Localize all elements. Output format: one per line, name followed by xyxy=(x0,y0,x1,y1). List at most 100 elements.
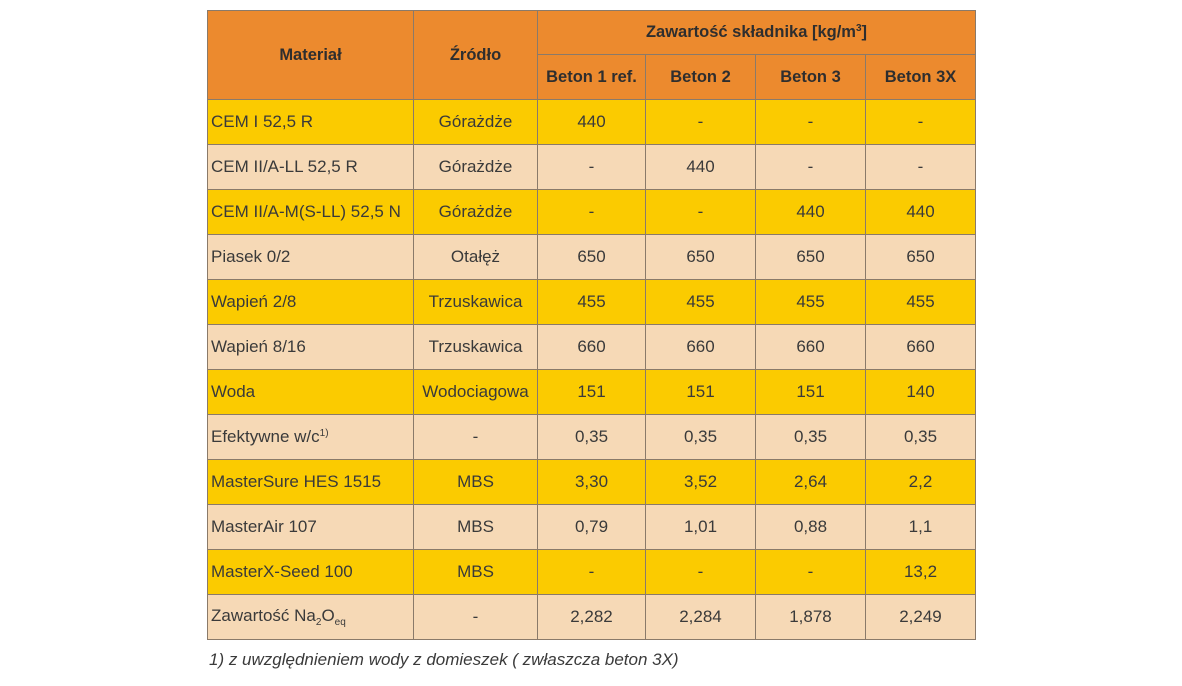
table-row: MasterSure HES 1515 MBS 3,30 3,52 2,64 2… xyxy=(207,459,976,505)
value-cell: 660 xyxy=(537,324,646,370)
source-cell: Górażdże xyxy=(413,144,538,190)
table-row: Wapień 2/8 Trzuskawica 455 455 455 455 xyxy=(207,279,976,325)
header-beton-3: Beton 3 xyxy=(755,54,866,100)
source-cell: MBS xyxy=(413,504,538,550)
table-row: Efektywne w/c1) - 0,35 0,35 0,35 0,35 xyxy=(207,414,976,460)
material-cell: CEM II/A-M(S-LL) 52,5 N xyxy=(207,189,414,235)
value-cell: 2,64 xyxy=(755,459,866,505)
material-cell: MasterAir 107 xyxy=(207,504,414,550)
value-cell: - xyxy=(537,549,646,595)
materials-table: Materiał Źródło Zawartość składnika [kg/… xyxy=(207,10,976,640)
value-cell: 455 xyxy=(865,279,976,325)
value-cell: 455 xyxy=(645,279,756,325)
value-cell: 13,2 xyxy=(865,549,976,595)
value-cell: 140 xyxy=(865,369,976,415)
value-cell: 2,249 xyxy=(865,594,976,640)
material-cell: CEM II/A-LL 52,5 R xyxy=(207,144,414,190)
table-row: CEM II/A-M(S-LL) 52,5 N Górażdże - - 440… xyxy=(207,189,976,235)
source-cell: Trzuskawica xyxy=(413,279,538,325)
header-beton-3x: Beton 3X xyxy=(865,54,976,100)
value-cell: 455 xyxy=(537,279,646,325)
table-row: Zawartość Na2Oeq - 2,282 2,284 1,878 2,2… xyxy=(207,594,976,640)
value-cell: - xyxy=(755,549,866,595)
header-group-superscript: 3 xyxy=(855,23,862,34)
value-cell: 2,284 xyxy=(645,594,756,640)
header-source: Źródło xyxy=(413,10,538,100)
value-cell: 2,2 xyxy=(865,459,976,505)
value-cell: 151 xyxy=(755,369,866,415)
material-cell: Zawartość Na2Oeq xyxy=(207,594,414,640)
value-cell: 0,35 xyxy=(645,414,756,460)
source-cell: - xyxy=(413,414,538,460)
value-cell: 1,878 xyxy=(755,594,866,640)
material-cell: Wapień 8/16 xyxy=(207,324,414,370)
value-cell: 650 xyxy=(755,234,866,280)
value-cell: 151 xyxy=(645,369,756,415)
table-row: MasterAir 107 MBS 0,79 1,01 0,88 1,1 xyxy=(207,504,976,550)
value-cell: 440 xyxy=(755,189,866,235)
header-row-columns: Beton 1 ref. Beton 2 Beton 3 Beton 3X xyxy=(208,54,976,100)
value-cell: 455 xyxy=(755,279,866,325)
value-cell: - xyxy=(645,99,756,145)
value-cell: - xyxy=(645,549,756,595)
source-cell: - xyxy=(413,594,538,640)
subscript-2: 2 xyxy=(315,617,322,628)
material-cell: Piasek 0/2 xyxy=(207,234,414,280)
value-cell: 650 xyxy=(645,234,756,280)
value-cell: 151 xyxy=(537,369,646,415)
table-row: Piasek 0/2 Otałęż 650 650 650 650 xyxy=(207,234,976,280)
source-cell: Trzuskawica xyxy=(413,324,538,370)
value-cell: 440 xyxy=(537,99,646,145)
header-component-content: Zawartość składnika [kg/m3] xyxy=(537,10,976,55)
table-footnote: 1) z uwzględnieniem wody z domieszek ( z… xyxy=(209,650,679,669)
table-row: CEM I 52,5 R Górażdże 440 - - - xyxy=(207,99,976,145)
source-cell: MBS xyxy=(413,549,538,595)
value-cell: 0,88 xyxy=(755,504,866,550)
table-row: MasterX-Seed 100 MBS - - - 13,2 xyxy=(207,549,976,595)
table-row: Woda Wodociagowa 151 151 151 140 xyxy=(207,369,976,415)
value-cell: 660 xyxy=(645,324,756,370)
value-cell: 1,1 xyxy=(865,504,976,550)
footnote-marker: 1) xyxy=(319,428,329,439)
value-cell: 2,282 xyxy=(537,594,646,640)
value-cell: - xyxy=(755,99,866,145)
value-cell: 0,35 xyxy=(755,414,866,460)
value-cell: - xyxy=(865,99,976,145)
value-cell: 440 xyxy=(645,144,756,190)
value-cell: 0,35 xyxy=(865,414,976,460)
source-cell: Górażdże xyxy=(413,189,538,235)
source-cell: Wodociagowa xyxy=(413,369,538,415)
value-cell: 3,52 xyxy=(645,459,756,505)
header-beton-1-ref: Beton 1 ref. xyxy=(537,54,646,100)
header-beton-2: Beton 2 xyxy=(645,54,756,100)
header-material: Materiał xyxy=(207,10,414,100)
table-row: CEM II/A-LL 52,5 R Górażdże - 440 - - xyxy=(207,144,976,190)
material-cell: CEM I 52,5 R xyxy=(207,99,414,145)
value-cell: 0,35 xyxy=(537,414,646,460)
value-cell: - xyxy=(865,144,976,190)
material-text: Zawartość Na xyxy=(211,606,316,625)
material-text-mid: O xyxy=(321,606,335,625)
subscript-eq: eq xyxy=(334,617,346,628)
header-row-top: Materiał Źródło Zawartość składnika [kg/… xyxy=(207,10,976,100)
value-cell: - xyxy=(537,144,646,190)
value-cell: 660 xyxy=(865,324,976,370)
value-cell: 0,79 xyxy=(537,504,646,550)
source-cell: Górażdże xyxy=(413,99,538,145)
materials-table-container: Materiał Źródło Zawartość składnika [kg/… xyxy=(207,10,976,640)
value-cell: - xyxy=(537,189,646,235)
material-cell: MasterSure HES 1515 xyxy=(207,459,414,505)
value-cell: 3,30 xyxy=(537,459,646,505)
value-cell: 1,01 xyxy=(645,504,756,550)
material-cell: Woda xyxy=(207,369,414,415)
value-cell: 650 xyxy=(865,234,976,280)
value-cell: 440 xyxy=(865,189,976,235)
value-cell: 650 xyxy=(537,234,646,280)
value-cell: - xyxy=(755,144,866,190)
table-row: Wapień 8/16 Trzuskawica 660 660 660 660 xyxy=(207,324,976,370)
material-cell: Wapień 2/8 xyxy=(207,279,414,325)
material-cell: MasterX-Seed 100 xyxy=(207,549,414,595)
source-cell: MBS xyxy=(413,459,538,505)
material-text: Efektywne w/c xyxy=(211,427,320,446)
material-cell: Efektywne w/c1) xyxy=(207,414,414,460)
